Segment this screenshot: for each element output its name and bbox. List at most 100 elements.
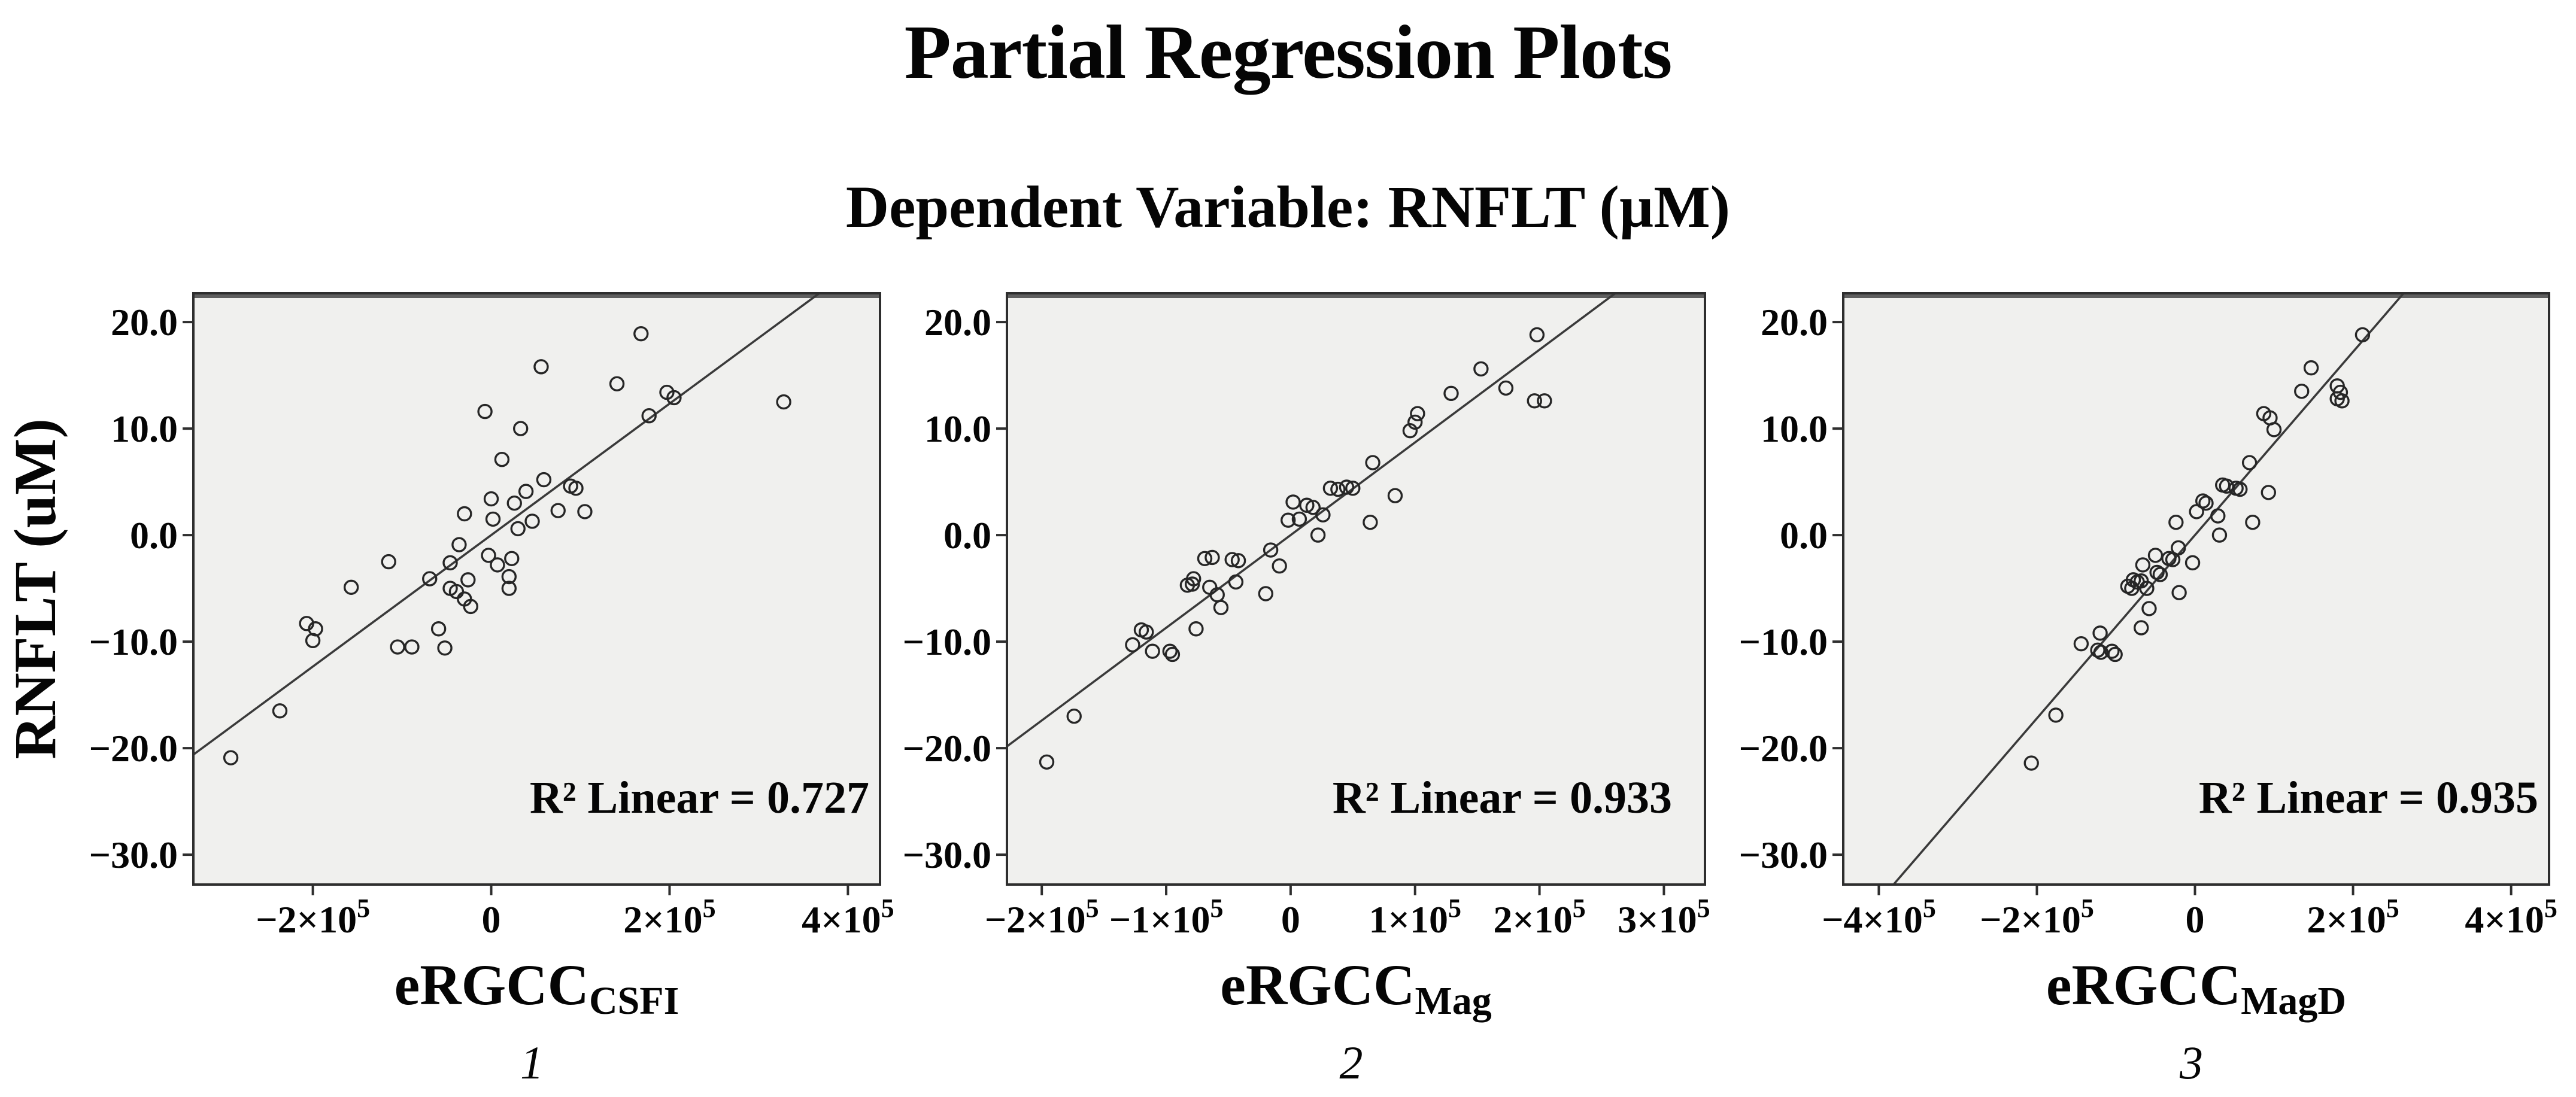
regression-line xyxy=(192,292,820,756)
panel-number: 2 xyxy=(1340,1037,1363,1089)
data-point xyxy=(2107,646,2123,663)
data-point xyxy=(1039,754,1055,770)
data-point xyxy=(2092,625,2108,641)
data-point xyxy=(666,390,682,406)
data-point xyxy=(2294,384,2310,399)
data-point xyxy=(2195,493,2211,509)
y-tick-label: −10.0 xyxy=(903,621,991,663)
data-point xyxy=(2232,481,2248,497)
data-point xyxy=(477,403,493,420)
plot-area xyxy=(1007,293,1705,885)
data-point xyxy=(2141,601,2157,616)
data-point xyxy=(1299,497,1315,513)
data-point xyxy=(1537,393,1552,409)
data-point xyxy=(2134,620,2149,636)
data-point xyxy=(1315,507,1331,522)
data-point xyxy=(776,394,791,410)
y-tick-label: −20.0 xyxy=(903,727,991,770)
data-point xyxy=(1272,558,1287,574)
data-point xyxy=(1285,494,1301,510)
data-point xyxy=(2048,707,2064,723)
data-point xyxy=(1197,551,1213,566)
figure-subtitle: Dependent Variable: RNFLT (µM) xyxy=(845,174,1731,240)
y-axis-title: RNFLT (uM) xyxy=(2,418,68,759)
data-point xyxy=(1529,327,1545,343)
x-tick-label: −2×105 xyxy=(256,894,370,941)
data-point xyxy=(2241,455,2258,470)
data-point xyxy=(1188,621,1204,637)
data-point xyxy=(2171,585,2187,600)
y-tick-label: 20.0 xyxy=(111,301,178,344)
data-point xyxy=(609,376,625,392)
x-tick-label: 0 xyxy=(2186,898,2205,941)
plot-frame xyxy=(192,292,881,886)
data-point xyxy=(1204,549,1220,566)
data-point xyxy=(1345,481,1361,496)
y-tick-label: 20.0 xyxy=(1761,301,1828,344)
data-point xyxy=(404,639,420,655)
scatter-points xyxy=(1039,327,1552,770)
plot-area xyxy=(1843,293,2549,885)
data-point xyxy=(1339,479,1355,495)
plot-frame xyxy=(1006,292,1706,886)
data-point xyxy=(1230,553,1246,569)
y-tick-label: 10.0 xyxy=(111,408,178,450)
data-point xyxy=(524,513,540,529)
data-point xyxy=(2171,540,2186,556)
plot-csfi: 20.0 10.0 0.0 −10.0 −20.0 −30.0 −2×105 0 2×105 4×… xyxy=(2,292,894,1089)
figure-title: Partial Regression Plots xyxy=(904,10,1673,95)
data-point xyxy=(1407,414,1423,430)
data-point xyxy=(2104,643,2120,659)
data-point xyxy=(1363,515,1378,530)
data-point xyxy=(308,621,323,637)
data-point xyxy=(442,555,458,571)
data-point xyxy=(1186,571,1201,587)
data-point xyxy=(457,506,472,522)
data-point xyxy=(390,639,405,655)
data-point xyxy=(550,503,566,518)
data-point xyxy=(490,557,505,573)
data-point xyxy=(633,326,649,342)
data-point xyxy=(2090,642,2105,658)
x-tick-label: −2×105 xyxy=(1980,894,2094,941)
x-tick-label: −1×105 xyxy=(1109,894,1224,941)
x-tick-label: 3×105 xyxy=(1618,894,1710,941)
data-point xyxy=(1258,586,1274,601)
data-point xyxy=(460,572,476,588)
x-tick-label: 4×105 xyxy=(802,894,894,941)
data-point xyxy=(2354,327,2371,343)
data-point xyxy=(568,481,584,496)
r2-annotation: R² Linear = 0.727 xyxy=(530,773,869,823)
data-point xyxy=(1066,709,1082,724)
plot-mag: 20.0 10.0 0.0 −10.0 −20.0 −30.0 −2×105 −1×105 0 1… xyxy=(903,292,1710,1089)
y-tick-label: 0.0 xyxy=(130,514,178,557)
data-point xyxy=(577,504,593,519)
panel-number: 1 xyxy=(520,1037,544,1089)
data-point xyxy=(2245,515,2261,530)
x-tick-label: 2×105 xyxy=(1493,894,1585,941)
data-point xyxy=(1263,542,1279,558)
data-point xyxy=(483,491,499,507)
data-point xyxy=(1443,385,1459,402)
data-point xyxy=(1291,511,1307,527)
data-point xyxy=(1162,643,1178,659)
data-point xyxy=(430,621,447,637)
data-point xyxy=(501,569,517,585)
x-axis-title: eRGCCMagD xyxy=(2046,953,2346,1023)
data-point xyxy=(1305,500,1321,515)
data-point xyxy=(2093,645,2109,660)
data-point xyxy=(506,495,522,511)
data-point xyxy=(437,640,453,656)
data-point xyxy=(2149,564,2165,581)
data-point xyxy=(641,408,657,424)
data-point xyxy=(481,548,496,563)
data-point xyxy=(1402,423,1418,439)
data-point xyxy=(1145,643,1160,659)
data-point xyxy=(1527,393,1542,409)
data-point xyxy=(2334,393,2350,409)
scatter-points xyxy=(223,326,791,765)
y-tick-label: −30.0 xyxy=(89,834,178,876)
data-point xyxy=(518,484,534,499)
